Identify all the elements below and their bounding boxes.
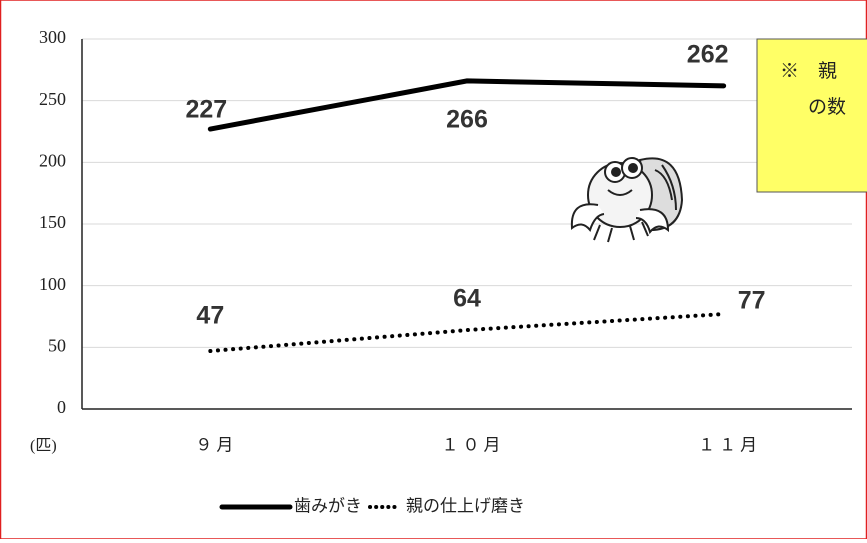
data-label: 64 [453,285,481,313]
annotation-box: ※ 親 の数 [757,39,867,192]
data-label: 262 [687,40,729,68]
note-line: ※ 親 [780,60,837,82]
x-tick-label: １１月 [698,436,761,456]
x-tick-label: ９月 [195,436,237,456]
note-line: の数 [808,96,846,118]
y-tick-label: 150 [39,212,66,232]
y-tick-label: 200 [39,150,66,170]
chart: 0 50 100 150 200 250 300 (匹) ９月 １０月 １１月 227 266 262 47… [0,0,867,539]
legend-label: 歯みがき [294,497,362,517]
data-label: 266 [446,106,488,134]
data-label: 227 [185,96,227,124]
y-tick-label: 50 [48,335,66,355]
y-axis-label: (匹) [30,438,57,455]
y-tick-label: 250 [39,89,66,109]
data-label: 77 [738,287,766,315]
x-tick-label: １０月 [442,436,505,456]
data-label: 47 [196,302,224,330]
legend-label: 親の仕上げ磨き [406,497,525,517]
y-tick-label: 300 [39,27,66,47]
y-tick-label: 0 [57,397,66,417]
chart-frame [1,0,867,539]
y-tick-label: 100 [39,274,66,294]
